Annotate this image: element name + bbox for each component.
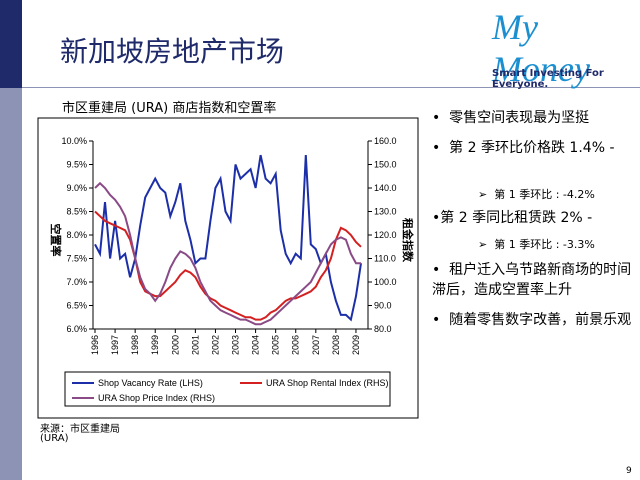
y2-tick-label: 100.0 (374, 277, 397, 287)
x-tick-label: 2005 (271, 335, 281, 355)
title-rule (22, 87, 640, 88)
y-tick-label: 7.0% (66, 277, 87, 287)
logo: My Money (492, 7, 590, 89)
bullet-text: 零售空间表现最为坚挺 (449, 110, 590, 126)
slide-title: 新加坡房地产市场 (60, 35, 285, 68)
chart-title: 市区重建局 (URA) 商店指数和空置率 (62, 101, 277, 116)
chart-frame (37, 117, 419, 419)
y-tick-label: 8.0% (66, 230, 87, 240)
y2-tick-label: 110.0 (374, 254, 396, 264)
source: 来源：市区重建局 (40, 424, 120, 435)
x-tick-label: 2004 (251, 335, 261, 355)
bullet: •第 2 季同比租赁跌 2% - (432, 208, 632, 228)
legend-label: Shop Vacancy Rate (LHS) (98, 378, 203, 388)
y2-tick-label: 130.0 (374, 207, 397, 217)
x-tick-label: 2000 (170, 335, 180, 355)
side-bar-dark (0, 0, 22, 88)
y2-tick-label: 160.0 (374, 136, 397, 146)
x-tick-label: 2001 (190, 335, 200, 355)
bullet: • 零售空间表现最为坚挺 (432, 110, 590, 126)
x-tick-label: 2003 (231, 335, 241, 355)
tagline: Smart Investing For Everyone. (492, 68, 604, 90)
bullet-text: •第 2 季同比租赁跌 2% - (432, 210, 593, 226)
bullet: • 第 2 季环比价格跌 1.4% - (432, 140, 615, 156)
y-tick-label: 8.5% (66, 207, 87, 217)
bullet: • 租户迁入乌节路新商场的时间滞后，造成空置率上升 (432, 262, 632, 298)
legend-label: URA Shop Price Index (RHS) (98, 393, 215, 403)
x-tick-label: 2009 (351, 335, 361, 355)
bullet-text: 第 1 季环比 : -4.2% (494, 188, 595, 201)
x-tick-label: 1997 (110, 335, 120, 355)
x-tick-label: 2006 (291, 335, 301, 355)
y-tick-label: 6.5% (66, 301, 87, 311)
bullet-text: 随着零售数字改善，前景乐观 (449, 312, 632, 328)
y-tick-label: 9.5% (66, 160, 87, 170)
sub-bullet: ➢ 第 1 季环比 : -4.2% (478, 188, 595, 201)
bullet-text: 第 2 季环比价格跌 1.4% - (449, 140, 615, 156)
y-tick-label: 9.0% (66, 183, 87, 193)
y2-tick-label: 120.0 (374, 230, 397, 240)
bullet-text: 第 1 季环比 : -3.3% (494, 238, 595, 251)
y2-tick-label: 90.0 (374, 301, 392, 311)
page-number: 9 (626, 466, 632, 476)
y2-tick-label: 80.0 (374, 324, 392, 334)
y-tick-label: 7.5% (66, 254, 87, 264)
bullet-text: 租户迁入乌节路新商场的时间滞后，造成空置率上升 (432, 262, 632, 298)
legend-label: URA Shop Rental Index (RHS) (266, 378, 389, 388)
series-line (94, 154, 362, 322)
series-line (94, 210, 362, 321)
source: (URA) (40, 433, 69, 444)
legend-box (64, 371, 391, 407)
x-tick-label: 1999 (150, 335, 160, 355)
sub-bullet: ➢ 第 1 季环比 : -3.3% (478, 238, 595, 251)
y-axis-label: 空置率 (49, 224, 63, 257)
y-tick-label: 10.0% (61, 136, 87, 146)
x-tick-label: 1998 (130, 335, 140, 355)
x-tick-label: 1996 (90, 335, 100, 355)
side-bar-light (0, 88, 22, 480)
y2-tick-label: 150.0 (374, 160, 397, 170)
y2-tick-label: 140.0 (374, 183, 397, 193)
x-tick-label: 2002 (210, 335, 220, 355)
x-tick-label: 2008 (331, 335, 341, 355)
x-tick-label: 2007 (311, 335, 321, 355)
y2-axis-label: 租金指数 (401, 218, 415, 263)
y-tick-label: 6.0% (66, 324, 87, 334)
series-line (94, 181, 361, 326)
bullet: • 随着零售数字改善，前景乐观 (432, 312, 632, 328)
